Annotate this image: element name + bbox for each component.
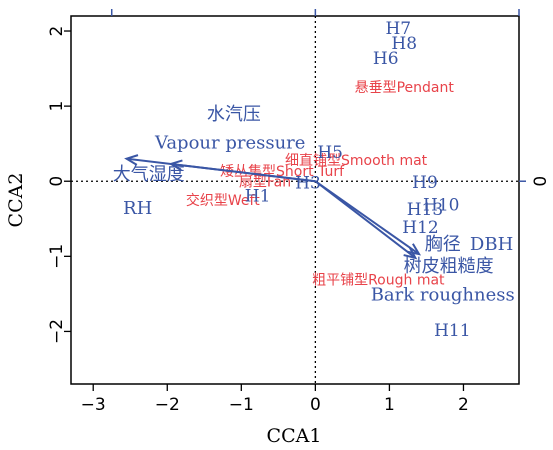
y-tick-label: −2	[47, 319, 67, 344]
x-tick-label: 0	[310, 395, 321, 415]
env-label: DBH	[470, 234, 513, 255]
site-label: H3	[295, 174, 321, 194]
x-axis-title: CCA1	[267, 425, 322, 447]
y-tick-label: 1	[47, 101, 67, 112]
site-label: H11	[434, 321, 470, 341]
env-arrow	[315, 181, 415, 258]
right-tick-label: 0	[531, 176, 551, 187]
x-tick-label: −2	[155, 395, 180, 415]
env-label: 水汽压	[207, 104, 261, 125]
site-label: H5	[317, 143, 343, 163]
env-label: 树皮粗糙度	[404, 256, 494, 277]
x-tick-label: −3	[81, 395, 106, 415]
x-tick-label: 2	[458, 395, 469, 415]
site-label: H6	[373, 49, 399, 69]
env-label: Bark roughness	[371, 284, 515, 305]
y-tick-label: 0	[47, 176, 67, 187]
env-label: 胸径	[425, 234, 461, 255]
site-label: H13	[407, 200, 443, 220]
x-tick-label: −1	[229, 395, 254, 415]
site-label: H1	[245, 186, 271, 206]
y-tick-label: 2	[47, 26, 67, 37]
env-label: 大气湿度	[113, 164, 185, 185]
env-label: RH	[123, 198, 152, 219]
y-tick-label: −1	[47, 244, 67, 269]
species-label: 悬垂型Pendant	[355, 80, 455, 96]
site-label: H9	[412, 173, 438, 193]
env-label: Vapour pressure	[154, 133, 305, 154]
x-tick-label: 1	[384, 395, 395, 415]
y-axis-title: CCA2	[5, 173, 27, 228]
